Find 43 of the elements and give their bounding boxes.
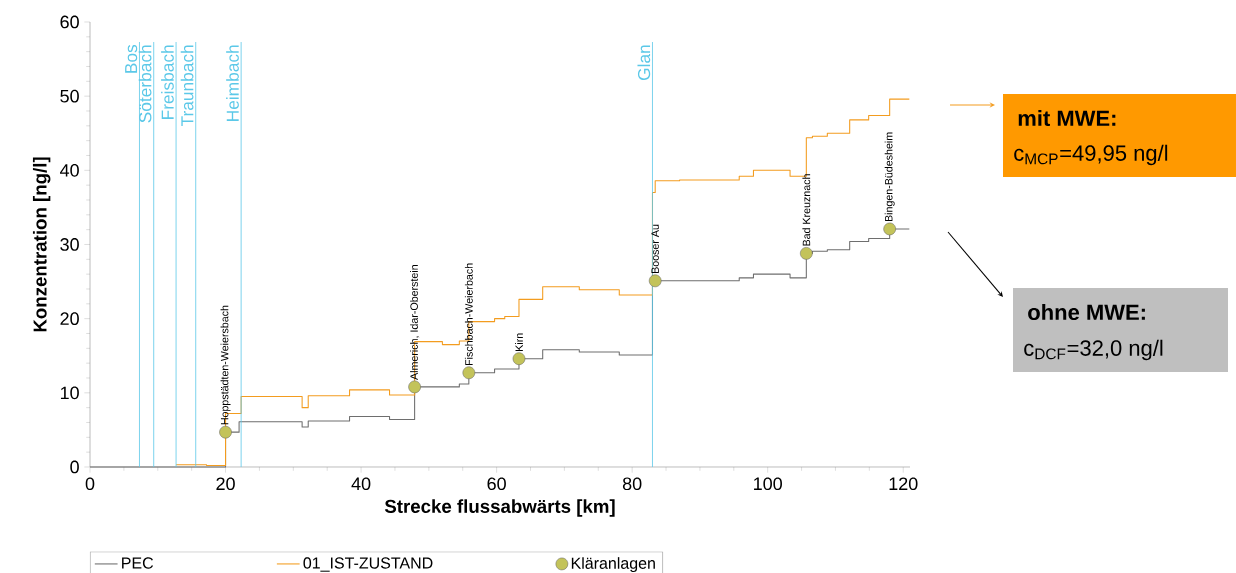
x-axis-title: Strecke flussabwärts [km] bbox=[384, 499, 615, 517]
x-tick-label: 120 bbox=[889, 477, 918, 491]
point bbox=[883, 222, 896, 236]
y-axis-title: Konzentration [ng/l] bbox=[32, 157, 51, 332]
ref-line-label: Bos bbox=[125, 44, 138, 73]
annotation: Almerich, Idar-Oberstein bbox=[410, 265, 420, 380]
ref-line-label: Freisbach bbox=[161, 45, 174, 119]
y-tick-label: 50 bbox=[60, 89, 79, 103]
ref-line-label: Glan bbox=[637, 45, 651, 81]
annotation: Hoppstädten-Weiersbach bbox=[220, 305, 231, 425]
x-tick-label: 60 bbox=[487, 477, 506, 491]
x-tick-label: 100 bbox=[754, 477, 782, 491]
annotation: Bingen-Büdesheim bbox=[884, 132, 895, 222]
y-tick-label: 60 bbox=[60, 15, 79, 29]
text: c$_{DCF}$=32,0 ng/l bbox=[1024, 339, 1163, 361]
point bbox=[800, 247, 813, 260]
y-tick-label: 20 bbox=[60, 312, 79, 326]
legend-label: PEC bbox=[122, 557, 154, 569]
annotation: Fischbach-Weierbach bbox=[464, 263, 473, 365]
x-tick-label: 80 bbox=[622, 477, 642, 491]
ref-line-label: Heimbach bbox=[226, 45, 239, 121]
text: c$_{MCP}$=49,95 ng/l bbox=[1014, 144, 1168, 166]
point bbox=[408, 380, 421, 394]
annotation: Kirn bbox=[515, 333, 523, 351]
legend-label: 01_IST-ZUSTAND bbox=[303, 557, 433, 572]
legend-label: Kläranlagen bbox=[571, 557, 655, 573]
x-tick-label: 20 bbox=[216, 477, 235, 491]
annotation: Bad Kreuznach bbox=[802, 174, 811, 246]
y-tick-label: 30 bbox=[60, 238, 79, 251]
ref-line-label: Söterbach bbox=[138, 45, 152, 123]
point bbox=[648, 274, 662, 288]
point bbox=[462, 366, 476, 380]
text: mit MWE: bbox=[1018, 109, 1116, 127]
annotation: Booser Au bbox=[651, 224, 659, 274]
x-tick-label: 40 bbox=[351, 477, 371, 491]
point bbox=[512, 352, 526, 365]
point bbox=[219, 425, 232, 439]
ref-line-label: Traunbach bbox=[180, 45, 194, 127]
y-tick-label: 40 bbox=[60, 163, 79, 177]
y-tick-label: 0 bbox=[70, 460, 79, 474]
text: ohne MWE: bbox=[1028, 303, 1145, 321]
x-tick-label: 0 bbox=[85, 477, 95, 491]
y-tick-label: 10 bbox=[60, 386, 79, 400]
